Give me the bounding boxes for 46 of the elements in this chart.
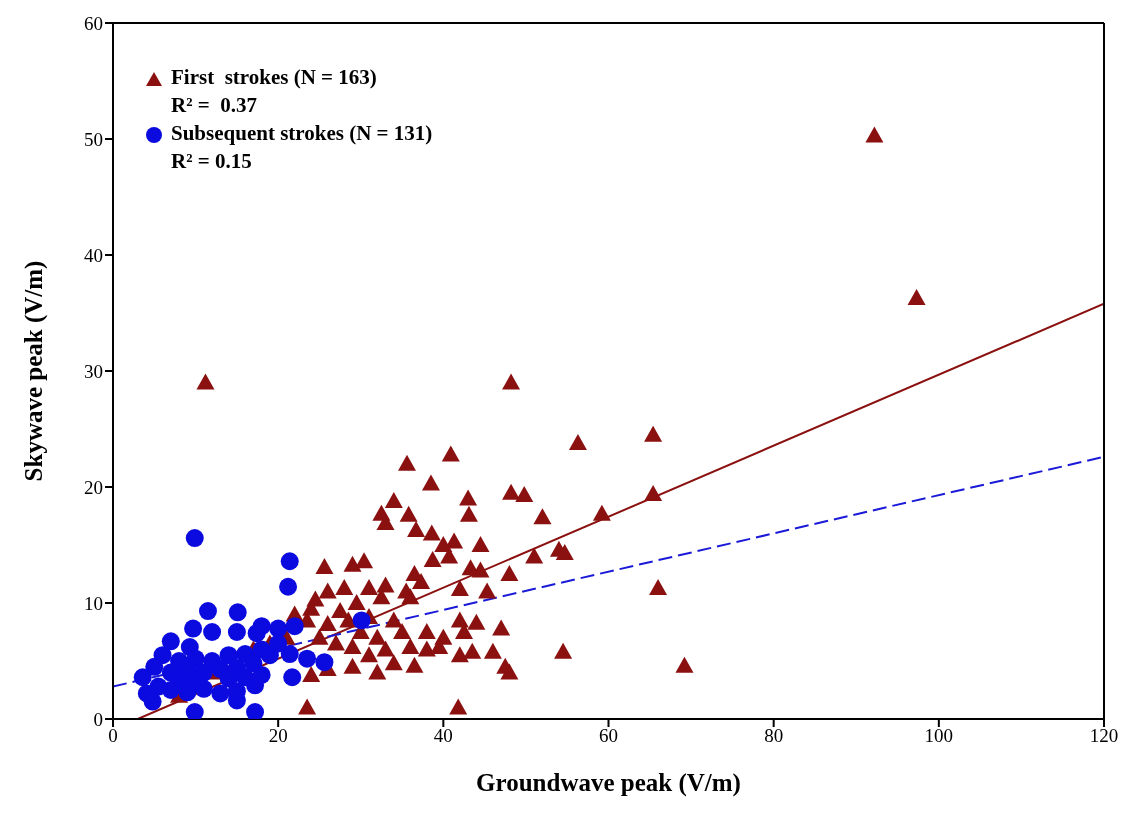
legend-label: Subsequent strokes (N = 131) [170, 120, 433, 147]
point [178, 683, 197, 702]
point [280, 645, 299, 664]
y-tick-label: 40 [84, 244, 103, 266]
point [149, 677, 168, 696]
y-tick-label: 30 [84, 360, 103, 382]
point [285, 617, 304, 636]
x-tick-label: 40 [433, 725, 453, 747]
point [315, 653, 334, 672]
annotation: R² = 0.15 [170, 148, 253, 175]
y-axis-title: Skywave peak (V/m) [19, 260, 48, 482]
point [184, 619, 203, 638]
point [198, 602, 217, 621]
point [269, 634, 288, 653]
y-tick-label: 50 [84, 128, 103, 150]
point [352, 611, 371, 630]
x-tick-label: 0 [108, 725, 118, 747]
annotation: R² = 0.37 [170, 92, 258, 119]
point [252, 617, 271, 636]
x-tick-label: 20 [268, 725, 288, 747]
point [133, 668, 152, 687]
point [280, 552, 299, 571]
point [283, 668, 302, 687]
point [185, 703, 204, 719]
point [246, 703, 265, 719]
point [236, 668, 255, 687]
point [203, 623, 222, 641]
y-tick-label: 20 [84, 476, 103, 498]
x-tick-label: 120 [1089, 725, 1119, 747]
x-axis-title: Groundwave peak (V/m) [476, 769, 741, 797]
x-tick-label: 80 [764, 725, 784, 747]
point [298, 649, 317, 668]
legend-label: First strokes (N = 163) [170, 64, 378, 91]
point [252, 665, 271, 684]
point [228, 603, 247, 622]
y-tick-label: 60 [84, 12, 103, 34]
point [145, 657, 164, 676]
y-tick-label: 10 [84, 592, 103, 614]
y-tick-label: 0 [93, 708, 103, 730]
point [227, 623, 246, 641]
x-tick-label: 100 [924, 725, 954, 747]
point [211, 684, 230, 703]
point [185, 529, 204, 548]
point [279, 577, 298, 596]
point [161, 632, 180, 651]
x-tick-label: 60 [599, 725, 618, 747]
